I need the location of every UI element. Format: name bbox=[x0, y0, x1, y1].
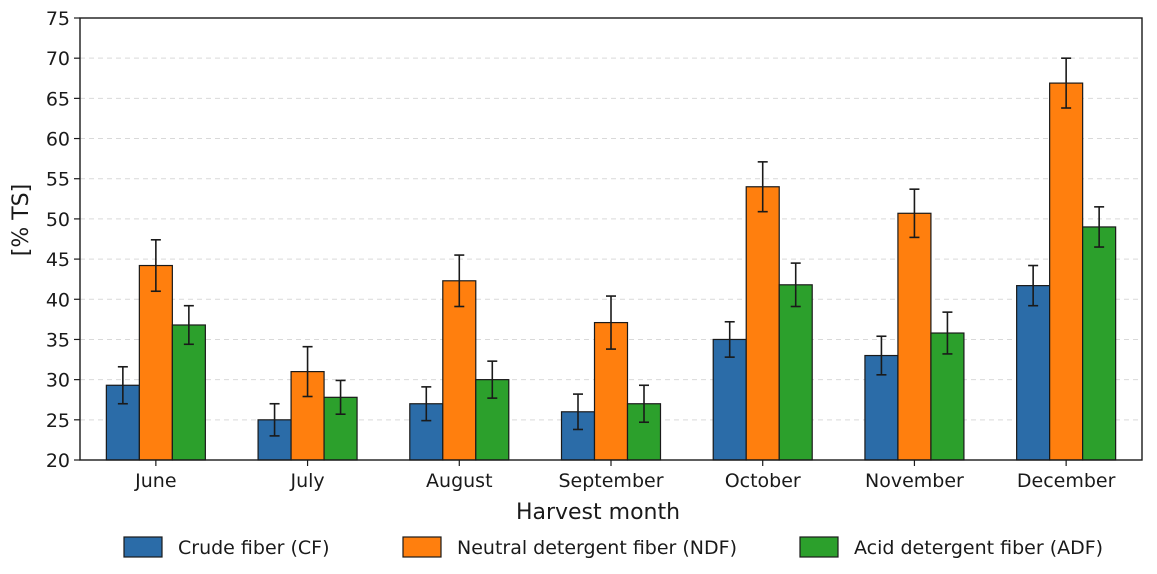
x-tick-label: August bbox=[426, 470, 493, 492]
y-tick-label: 45 bbox=[46, 249, 70, 271]
x-tick-label: September bbox=[558, 470, 663, 492]
bar-series-group bbox=[105, 57, 1117, 461]
bar bbox=[626, 403, 662, 461]
y-tick-label: 40 bbox=[46, 289, 70, 311]
y-tick-label: 75 bbox=[46, 8, 70, 30]
y-axis: 20 25 30 35 40 45 50 55 60 65 70 75 bbox=[46, 8, 80, 472]
bar bbox=[745, 186, 780, 461]
legend-label: Acid detergent fiber (ADF) bbox=[854, 537, 1103, 559]
bar bbox=[778, 284, 813, 461]
y-axis-label: [% TS] bbox=[9, 184, 34, 256]
y-tick-label: 65 bbox=[46, 88, 70, 110]
y-tick-label: 60 bbox=[46, 129, 70, 151]
x-axis-label: Harvest month bbox=[516, 500, 680, 525]
bar bbox=[1049, 82, 1084, 461]
bar bbox=[442, 280, 477, 461]
bar bbox=[171, 324, 206, 461]
legend-label: Crude fiber (CF) bbox=[178, 537, 330, 559]
y-tick-label: 25 bbox=[46, 410, 70, 432]
legend: Crude fiber (CF) Neutral detergent fiber … bbox=[123, 536, 1103, 559]
x-tick-label: November bbox=[865, 470, 964, 492]
legend-swatch bbox=[402, 536, 442, 558]
legend-swatch bbox=[123, 536, 163, 558]
bar bbox=[897, 212, 932, 461]
x-tick-label: July bbox=[289, 470, 324, 492]
bar bbox=[1082, 226, 1117, 461]
y-tick-label: 55 bbox=[46, 169, 70, 191]
y-tick-label: 50 bbox=[46, 209, 70, 231]
legend-label: Neutral detergent fiber (NDF) bbox=[457, 537, 737, 559]
bar bbox=[1016, 285, 1051, 461]
y-tick-label: 30 bbox=[46, 370, 70, 392]
y-tick-label: 20 bbox=[46, 450, 70, 472]
x-axis: June July August September October November De… bbox=[134, 460, 1116, 492]
x-tick-label: October bbox=[725, 470, 801, 492]
bar bbox=[138, 264, 173, 461]
x-tick-label: June bbox=[134, 470, 176, 492]
legend-swatch bbox=[799, 536, 839, 558]
y-tick-label: 70 bbox=[46, 48, 70, 70]
x-tick-label: December bbox=[1017, 470, 1116, 492]
y-tick-label: 35 bbox=[46, 329, 70, 351]
